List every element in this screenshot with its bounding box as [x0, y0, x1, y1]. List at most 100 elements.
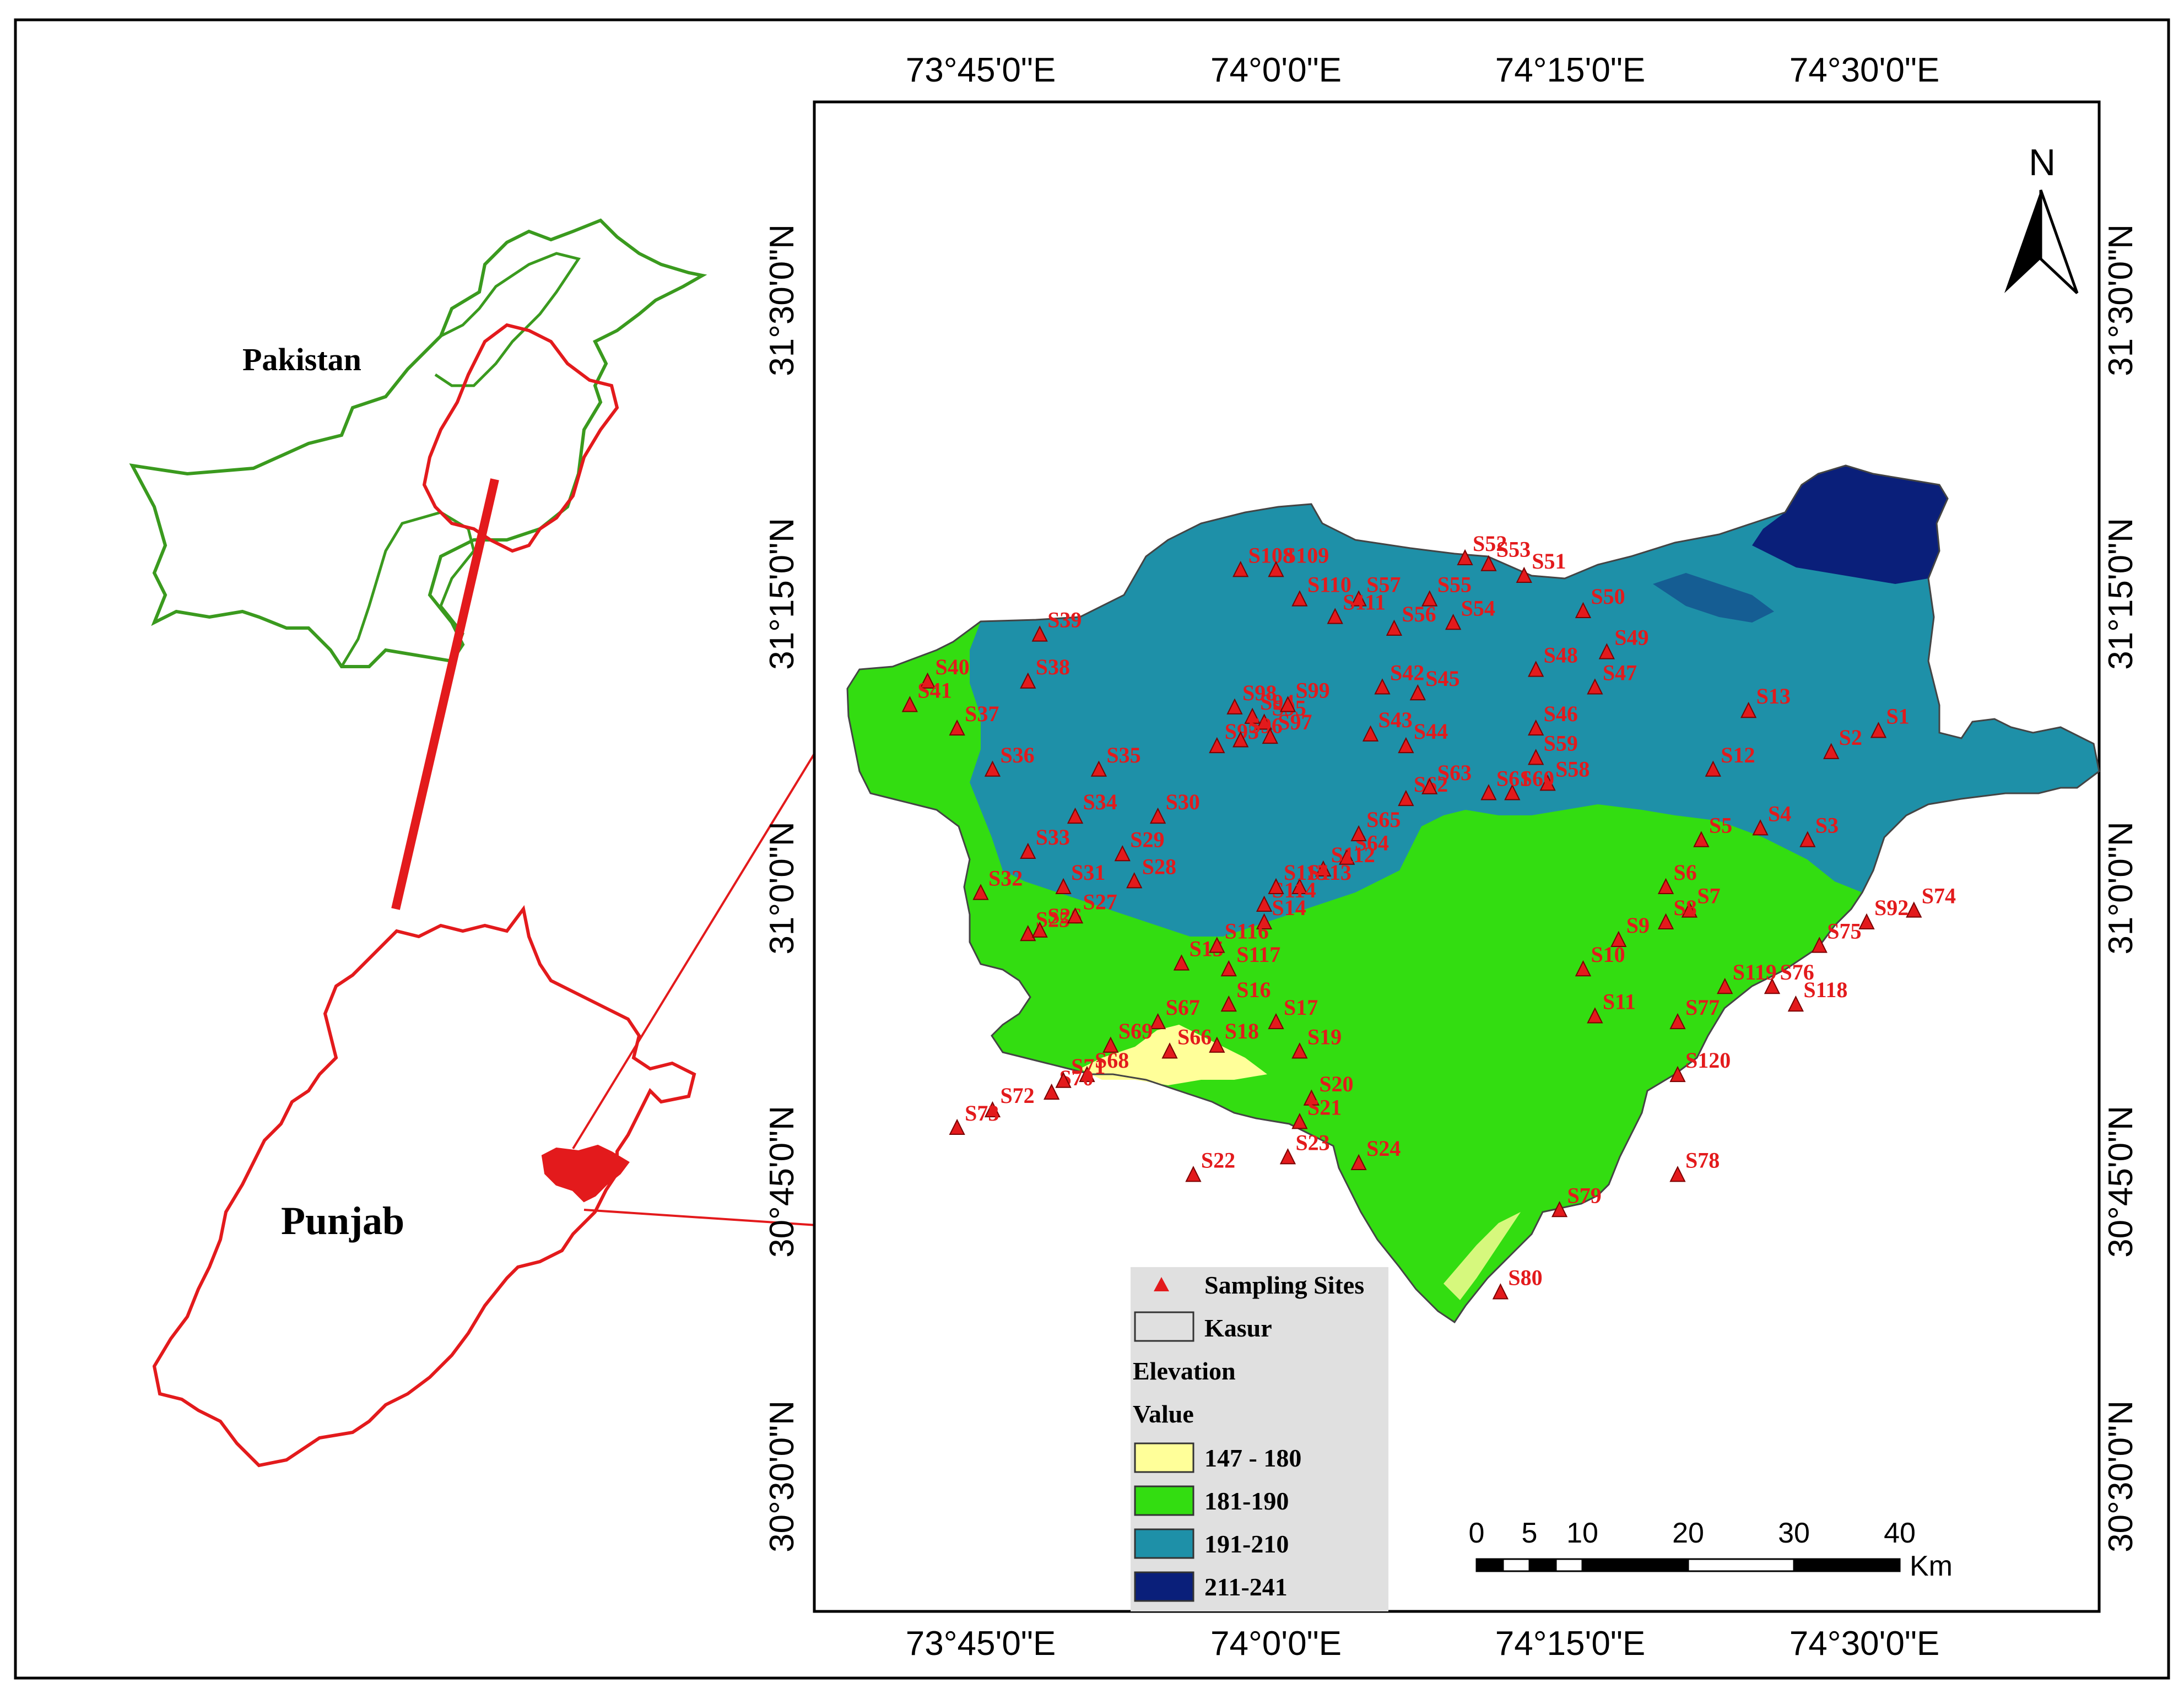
- coord-left-1: 31°30'0"N: [763, 224, 801, 376]
- kasur-boundary: [846, 464, 2100, 1324]
- sampling-site-label: S112: [1331, 842, 1375, 867]
- sampling-site-marker: [1398, 789, 1414, 807]
- sampling-site-label: S34: [1083, 789, 1117, 814]
- sampling-site-label: S52: [1473, 531, 1507, 556]
- sampling-site-marker: [1811, 937, 1828, 953]
- sampling-site-label: S74: [1922, 884, 1956, 908]
- sampling-site-marker: [1870, 722, 1887, 738]
- sampling-site-label: S109: [1284, 543, 1329, 567]
- coordinate-labels: 73°45'0"E 74°0'0"E 74°15'0"E 74°30'0"E 7…: [763, 51, 2140, 1663]
- sampling-site-marker: [1669, 1166, 1686, 1182]
- sampling-site-marker: [1102, 1036, 1119, 1053]
- punjab-outline-small: [422, 323, 619, 553]
- sampling-site-marker: [1539, 775, 1556, 791]
- sampling-site-label: S55: [1437, 572, 1472, 597]
- sampling-site-marker: [1528, 719, 1544, 736]
- sampling-site-label: S8: [1674, 895, 1697, 920]
- pakistan-outline: [129, 218, 707, 668]
- sampling-site-marker: [1185, 1166, 1202, 1182]
- elevation-211-241: [1752, 466, 1948, 584]
- sampling-site-marker: [1350, 590, 1367, 607]
- sampling-site-marker: [1587, 678, 1603, 695]
- sampling-site-marker: [1256, 895, 1273, 912]
- sampling-site-label: S47: [1603, 661, 1637, 685]
- scale-segment: [1793, 1558, 1901, 1572]
- scale-segment: [1555, 1558, 1583, 1572]
- sampling-site-label: S12: [1721, 743, 1755, 767]
- scale-labels: 0 5 10 20 30 40: [1469, 1517, 1916, 1549]
- sampling-site-label: S119: [1733, 960, 1777, 984]
- scale-tick-label: 0: [1469, 1517, 1485, 1549]
- sampling-site-marker: [1291, 590, 1308, 607]
- coord-left-5: 30°30'0"N: [763, 1400, 801, 1552]
- coord-top-4: 74°30'0"E: [1790, 51, 1939, 89]
- sampling-site-label: S61: [1496, 766, 1531, 791]
- sampling-site-label: S13: [1756, 684, 1791, 708]
- sampling-site-label: S16: [1236, 977, 1271, 1002]
- sampling-site-label: S99: [1295, 678, 1329, 703]
- sampling-site-marker: [1031, 625, 1048, 642]
- sampling-site-marker: [1906, 901, 1922, 918]
- sampling-site-marker: [949, 1118, 965, 1135]
- legend-class-label: 147 - 180: [1204, 1444, 1301, 1472]
- sampling-site-label: S17: [1284, 995, 1318, 1020]
- coord-right-3: 31°0'0"N: [2102, 821, 2140, 954]
- inset-panel: Pakistan Punjab: [129, 218, 1433, 1468]
- sampling-site-marker: [972, 884, 989, 900]
- sampling-site-marker: [1717, 977, 1733, 994]
- sampling-site-label: S6: [1674, 860, 1697, 885]
- sampling-site-label: S36: [1000, 743, 1034, 767]
- legend-class-swatch: [1134, 1528, 1194, 1559]
- sampling-site-label: S116: [1225, 919, 1269, 944]
- north-arrow-label: N: [2029, 142, 2056, 183]
- sampling-site-label: S59: [1544, 731, 1578, 755]
- sampling-site-marker: [1374, 678, 1391, 695]
- sampling-site-marker: [1598, 643, 1615, 659]
- figure-border: [14, 18, 2170, 1680]
- coord-top-1: 73°45'0"E: [906, 51, 1056, 89]
- sampling-site-label: S40: [936, 654, 970, 679]
- sampling-site-label: S23: [1295, 1130, 1329, 1155]
- sampling-site-label: S60: [1520, 766, 1554, 791]
- sampling-site-label: S108: [1248, 543, 1294, 567]
- legend-district-swatch: [1134, 1311, 1194, 1342]
- sampling-site-marker: [1291, 1042, 1308, 1059]
- sampling-site-marker: [1669, 1013, 1686, 1030]
- sampling-site-marker: [1681, 901, 1698, 918]
- legend-elevation-title: Elevation: [1133, 1357, 1236, 1385]
- sampling-site-label: S37: [965, 701, 999, 726]
- sampling-site-marker: [1079, 1065, 1095, 1083]
- sampling-site-label: S46: [1544, 701, 1578, 726]
- sampling-site-label: S92: [1874, 895, 1909, 920]
- scale-unit: Km: [1910, 1550, 1953, 1582]
- sampling-site-label: S97: [1278, 710, 1312, 734]
- sampling-site-marker: [1303, 1089, 1320, 1106]
- sampling-site-label: S110: [1307, 572, 1352, 597]
- sampling-site-marker: [1020, 842, 1036, 859]
- sampling-site-marker: [1268, 878, 1284, 894]
- sampling-site-marker: [1764, 977, 1781, 994]
- sampling-site-marker: [901, 696, 918, 712]
- sampling-site-label: S98: [1242, 680, 1277, 705]
- sampling-site-marker: [1114, 845, 1131, 862]
- scale-tick-label: 10: [1566, 1517, 1598, 1549]
- sampling-site-label: S10: [1591, 942, 1625, 967]
- sampling-site-label: S19: [1307, 1024, 1342, 1049]
- sampling-site-label: S72: [1000, 1083, 1034, 1108]
- sampling-site-marker: [1161, 1042, 1178, 1059]
- sampling-site-marker: [1327, 608, 1343, 624]
- sampling-site-label: S29: [1130, 827, 1164, 852]
- sampling-site-label: S39: [1047, 608, 1082, 632]
- sampling-site-marker: [1209, 937, 1225, 953]
- legend: Sampling Sites Kasur Elevation Value 147…: [1131, 1267, 1388, 1611]
- coord-left-2: 31°15'0"N: [763, 518, 801, 670]
- sampling-site-marker: [1262, 727, 1278, 744]
- sampling-site-marker: [1268, 1013, 1284, 1030]
- sampling-site-label: S65: [1366, 807, 1401, 832]
- sampling-site-marker: [1291, 1113, 1308, 1129]
- scale-tick-label: 5: [1522, 1517, 1538, 1549]
- sampling-site-label: S35: [1106, 743, 1140, 767]
- sampling-site-label: S49: [1614, 625, 1648, 650]
- sampling-site-marker: [1220, 995, 1237, 1012]
